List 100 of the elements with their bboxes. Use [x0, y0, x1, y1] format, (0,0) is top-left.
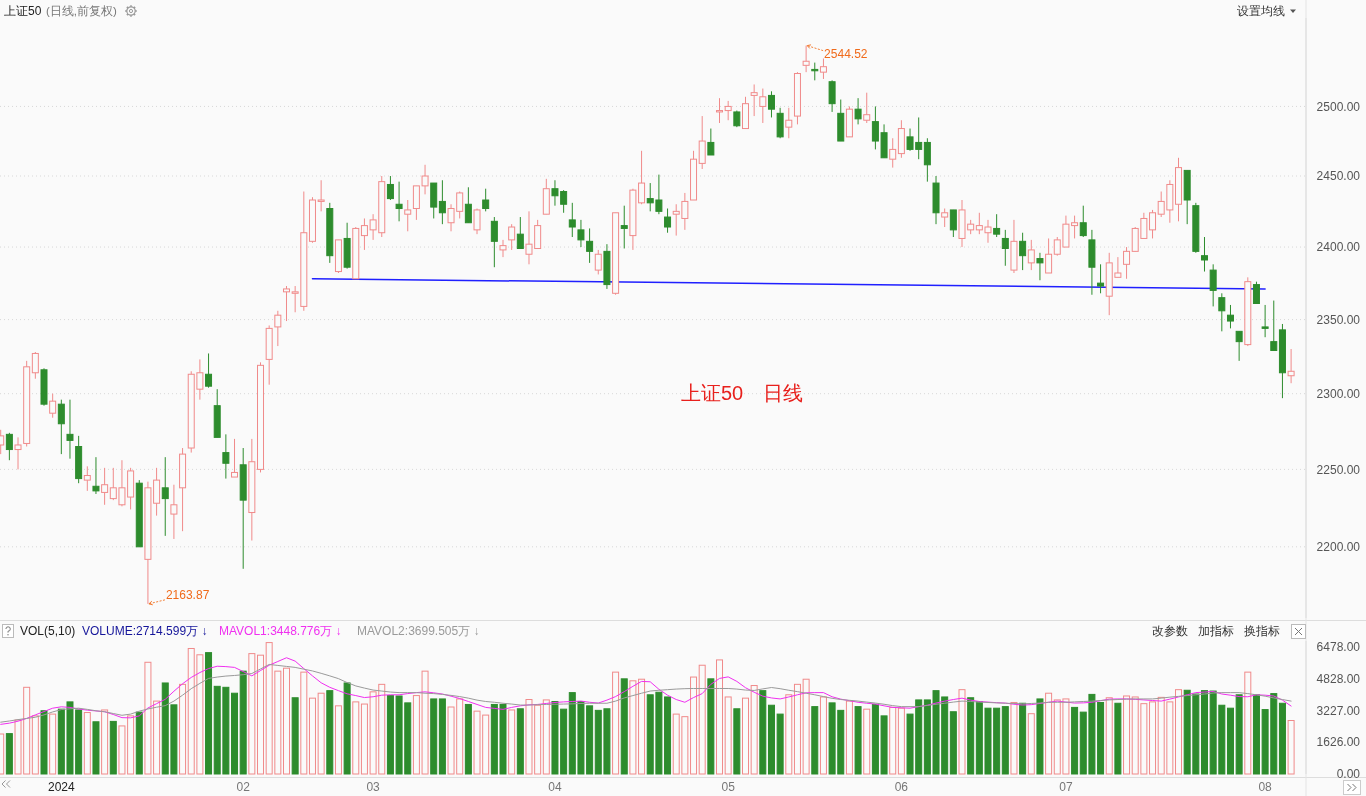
- bar: [101, 709, 109, 775]
- bar: [508, 709, 516, 775]
- bar: [516, 708, 524, 775]
- y-tick-label: 2500.00: [1316, 99, 1361, 114]
- y-tick-label: 2300.00: [1316, 386, 1361, 401]
- bar: [1201, 690, 1208, 775]
- bar: [291, 697, 299, 775]
- candlestick: [1079, 205, 1087, 238]
- bar: [352, 701, 360, 775]
- bar: [334, 705, 342, 775]
- candlestick: [231, 438, 239, 478]
- x-tick-label: 04: [548, 780, 562, 794]
- candlestick: [1045, 237, 1053, 274]
- text: VOLUME:2714.599万 ↓: [82, 624, 208, 638]
- bar: [1010, 701, 1018, 775]
- y-tick-label: 0.00: [1336, 767, 1361, 782]
- candlestick: [828, 79, 836, 113]
- candlestick: [802, 45, 810, 73]
- y-tick-label: 2250.00: [1316, 462, 1361, 477]
- x-tick-label: 08: [1258, 780, 1273, 794]
- candlestick: [404, 199, 412, 232]
- candlestick: [464, 186, 472, 224]
- y-tick-label: 2350.00: [1316, 312, 1361, 327]
- bar: [698, 664, 706, 775]
- x-tick-label: 02: [236, 780, 251, 794]
- y-tick-label: 2400.00: [1316, 240, 1361, 255]
- bar: [750, 685, 758, 775]
- candlestick: [101, 467, 109, 506]
- y-tick-label: 2450.00: [1316, 169, 1361, 184]
- candlestick: [854, 97, 862, 125]
- candlestick: [707, 128, 715, 156]
- bar: [897, 707, 905, 775]
- bar: [716, 659, 724, 775]
- candlestick: [83, 465, 91, 492]
- candlestick: [1270, 300, 1278, 352]
- y-tick-label: 4828.00: [1316, 672, 1361, 687]
- bar: [612, 671, 620, 775]
- candlestick: [594, 249, 602, 275]
- candlestick: [1261, 304, 1269, 338]
- bar: [464, 703, 472, 775]
- bar: [1278, 702, 1286, 775]
- candlestick: [66, 399, 74, 460]
- bar: [1123, 695, 1131, 775]
- candlestick: [785, 107, 793, 139]
- bar: [1287, 720, 1295, 775]
- bar: [83, 712, 91, 775]
- candlestick: [31, 351, 39, 380]
- bar: [31, 715, 39, 775]
- bar: [205, 652, 213, 775]
- text: MAVOL1:3448.776万 ↓: [219, 624, 342, 638]
- candlestick: [716, 97, 724, 124]
- candlestick: [1252, 281, 1260, 304]
- bar: [811, 706, 819, 775]
- bar: [1114, 702, 1122, 775]
- bar: [343, 682, 351, 775]
- bar: [430, 698, 438, 775]
- candlestick: [482, 188, 490, 212]
- bar: [438, 698, 446, 775]
- bar: [5, 733, 13, 775]
- bar: [40, 710, 48, 775]
- candlestick: [205, 352, 213, 389]
- candlestick: [395, 181, 403, 222]
- candlestick: [664, 208, 672, 234]
- text: 加指标: [1198, 624, 1234, 638]
- bar: [1036, 698, 1044, 775]
- candlestick: [473, 208, 481, 235]
- candlestick: [282, 285, 290, 322]
- chart-title: 上证50: [4, 4, 42, 18]
- candlestick: [1287, 348, 1295, 384]
- candlestick: [863, 92, 871, 124]
- annotation: 2544.52: [824, 46, 868, 61]
- bar: [1045, 692, 1053, 775]
- candlestick: [1027, 239, 1035, 271]
- bar: [1071, 706, 1079, 775]
- candlestick: [698, 115, 706, 170]
- bar: [819, 696, 827, 775]
- bar: [967, 697, 975, 775]
- candlestick: [499, 239, 507, 258]
- candlestick: [577, 219, 585, 248]
- candlestick: [1019, 232, 1027, 271]
- candlestick: [923, 137, 931, 183]
- candlestick: [750, 83, 758, 117]
- bar: [759, 690, 767, 775]
- x-tick-label: 05: [721, 780, 736, 794]
- candlestick: [941, 208, 949, 228]
- candlestick: [1226, 304, 1234, 329]
- bar: [239, 670, 247, 775]
- bar: [135, 711, 143, 775]
- x-tick-label: 03: [366, 780, 381, 794]
- candlestick: [5, 432, 13, 461]
- candlestick: [508, 223, 516, 251]
- candlestick: [776, 107, 784, 139]
- bar: [724, 696, 732, 775]
- bar: [179, 683, 187, 775]
- candlestick: [14, 436, 22, 470]
- bar: [863, 708, 871, 775]
- y-tick-label: 1626.00: [1316, 735, 1361, 750]
- candlestick: [759, 88, 767, 124]
- candlestick: [767, 90, 775, 118]
- candlestick: [49, 393, 57, 419]
